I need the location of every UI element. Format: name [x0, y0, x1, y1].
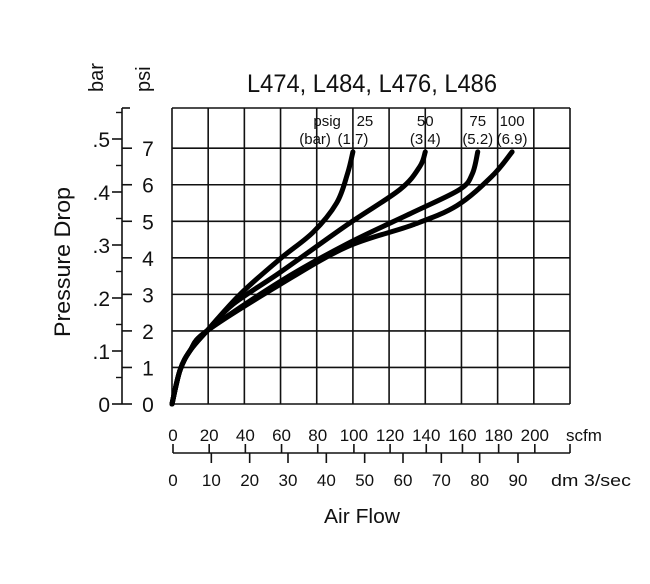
dm3sec-tick-label: 60	[394, 471, 413, 490]
bar-tick-label: 0	[98, 394, 110, 417]
dm3sec-tick-label: 80	[470, 471, 489, 490]
x-axis-title: Air Flow	[324, 506, 401, 528]
dm3sec-tick-label: 30	[279, 471, 298, 490]
bar-tick-label: .1	[92, 341, 110, 364]
scfm-tick-label: 120	[376, 426, 404, 445]
series-label-bar: (3.4)	[410, 131, 441, 148]
psi-tick-label: 0	[142, 394, 154, 417]
bar-tick-label: .3	[92, 235, 110, 258]
scfm-tick-label: 100	[340, 426, 368, 445]
bar-unit-label: bar	[86, 63, 108, 92]
scfm-tick-label: 20	[200, 426, 219, 445]
scfm-tick-label: 40	[236, 426, 255, 445]
scfm-tick-label: 180	[484, 426, 512, 445]
scfm-unit-label: scfm	[566, 426, 602, 445]
scfm-tick-label: 0	[168, 426, 177, 445]
scfm-tick-label: 140	[412, 426, 440, 445]
scfm-tick-label: 160	[448, 426, 476, 445]
dm3sec-tick-label: 50	[355, 471, 374, 490]
bar-tick-label: .4	[92, 182, 110, 205]
scfm-tick-label: 60	[272, 426, 291, 445]
psi-tick-label: 4	[142, 248, 154, 271]
series-label: 50	[417, 113, 434, 130]
series-header-psig: psig	[313, 113, 341, 130]
dm3sec-tick-label: 10	[202, 471, 221, 490]
series-label-bar: (1.7)	[337, 131, 368, 148]
dm3sec-tick-label: 70	[432, 471, 451, 490]
series-line-75-psig	[169, 149, 481, 407]
series-label-bar: (6.9)	[497, 131, 528, 148]
scfm-tick-label: 200	[521, 426, 549, 445]
psi-tick-label: 5	[142, 211, 154, 234]
series-line-100-psig	[169, 149, 515, 407]
series-line-25-psig	[169, 149, 356, 407]
series-header-bar: (bar)	[299, 131, 331, 148]
dm3sec-unit-label: dm 3/sec	[551, 471, 632, 490]
series-label: 100	[500, 113, 525, 130]
psi-tick-label: 1	[142, 357, 154, 380]
psi-tick-label: 3	[142, 284, 154, 307]
psi-tick-label: 6	[142, 175, 154, 198]
psi-unit-label: psi	[133, 66, 155, 92]
series-line-50-psig	[169, 149, 428, 407]
dm3sec-tick-label: 40	[317, 471, 336, 490]
y-axis-title: Pressure Drop	[50, 187, 75, 337]
series-label: 25	[357, 113, 374, 130]
dm3sec-tick-label: 90	[509, 471, 528, 490]
series-label-bar: (5.2)	[462, 131, 493, 148]
bar-tick-label: .5	[92, 129, 110, 152]
bar-tick-label: .2	[92, 288, 110, 311]
scfm-tick-label: 80	[308, 426, 327, 445]
chart-title: L474, L484, L476, L486	[247, 70, 497, 98]
series-label: 75	[469, 113, 486, 130]
psi-tick-label: 7	[142, 138, 154, 161]
dm3sec-tick-label: 0	[168, 471, 177, 490]
dm3sec-tick-label: 20	[240, 471, 259, 490]
psi-tick-label: 2	[142, 321, 154, 344]
